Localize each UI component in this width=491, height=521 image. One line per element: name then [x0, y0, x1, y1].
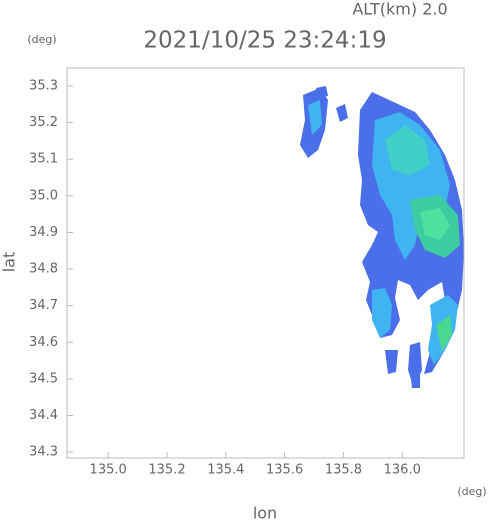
chart-title: 2021/10/25 23:24:19: [143, 28, 386, 54]
y-tick-label: 34.5: [29, 371, 58, 386]
x-tick-label: 135.2: [148, 463, 185, 478]
x-tick-label: 135.0: [90, 463, 127, 478]
y-tick-label: 35.2: [29, 115, 58, 130]
y-unit: (deg): [27, 33, 56, 46]
x-tick-label: 135.4: [207, 463, 244, 478]
y-tick-label: 34.4: [29, 408, 58, 423]
y-tick-label: 34.7: [29, 298, 58, 313]
y-tick-label: 34.6: [29, 335, 58, 350]
x-tick-label: 135.6: [266, 463, 303, 478]
y-tick-label: 34.3: [29, 445, 58, 460]
y-tick-label: 34.8: [29, 262, 58, 277]
plot-frame: [66, 67, 465, 459]
x-tick-label: 136.0: [384, 463, 421, 478]
altitude-label: ALT(km) 2.0: [352, 0, 447, 19]
y-tick-label: 34.9: [29, 225, 58, 240]
x-tick-label: 135.8: [325, 463, 362, 478]
y-tick-label: 35.0: [29, 188, 58, 203]
y-axis-label: lat: [0, 252, 19, 273]
x-unit: (deg): [457, 485, 486, 498]
radar-echo: [300, 86, 464, 388]
x-axis-label: lon: [253, 504, 277, 521]
y-tick-label: 35.1: [29, 152, 58, 167]
y-tick-label: 35.3: [29, 78, 58, 93]
